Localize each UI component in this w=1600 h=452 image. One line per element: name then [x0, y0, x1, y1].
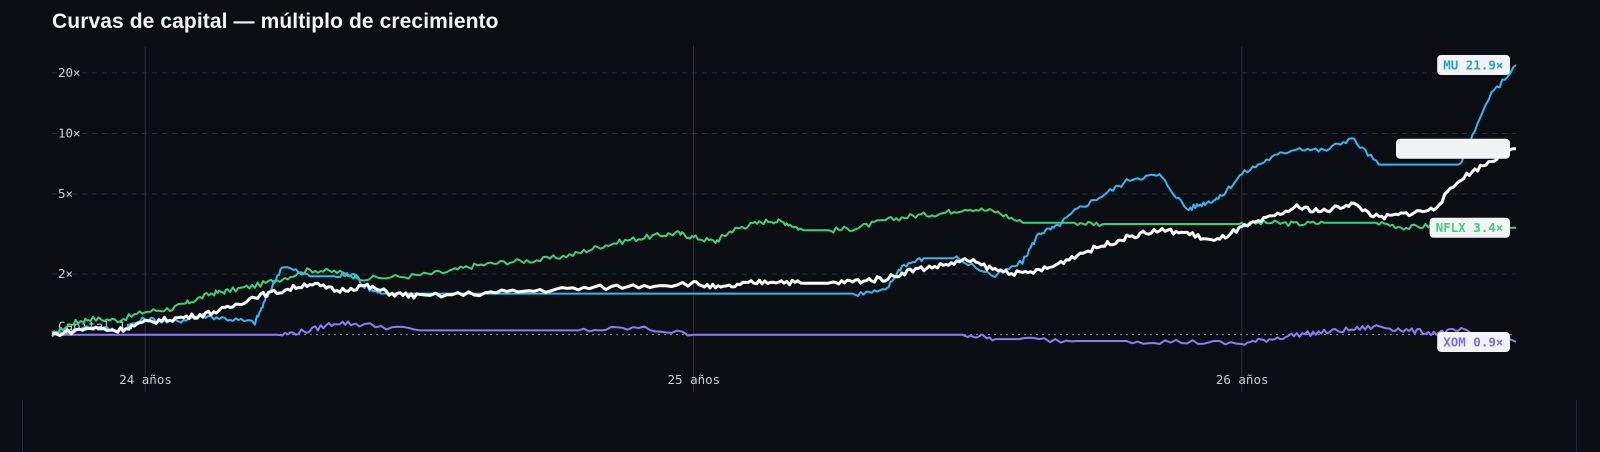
series-line-portfolio — [51, 147, 1516, 338]
y-tick-label: 20× — [58, 65, 81, 80]
series-line-xom — [52, 320, 1517, 346]
series-line-nflx — [51, 207, 1516, 336]
chart-title: Curvas de capital — múltiplo de crecimie… — [52, 10, 499, 33]
x-axis: 24 años 25 años 26 años — [119, 372, 1268, 387]
panel-edge — [1576, 400, 1577, 452]
end-tag-mu — [1437, 54, 1510, 75]
end-tag-label-mu: MU 21.9× — [1443, 57, 1503, 72]
x-tick-label: 25 años — [668, 372, 721, 387]
y-axis: 20× 10× 5× 2× — [58, 65, 81, 281]
panel-edge — [22, 400, 23, 452]
series-line-mu — [51, 64, 1517, 338]
y-tick-label: 2× — [58, 266, 73, 281]
y-tick-label: 10× — [58, 125, 81, 140]
series-lines — [51, 64, 1517, 346]
y-tick-label: 5× — [58, 186, 73, 201]
end-tag-label-nflx: NFLX 3.4× — [1436, 220, 1504, 235]
end-tag-nflx — [1429, 217, 1510, 238]
end-tag-portfolio — [1396, 138, 1510, 159]
end-tag-label-xom: XOM 0.9× — [1443, 334, 1503, 349]
x-tick-label: 26 años — [1216, 372, 1269, 387]
grid — [52, 46, 1516, 392]
x-tick-label: 24 años — [119, 372, 172, 387]
end-value-tags: NFLX 3.4× MU 21.9× XOM 0.9× — [1396, 54, 1510, 352]
end-tag-xom — [1437, 331, 1510, 352]
